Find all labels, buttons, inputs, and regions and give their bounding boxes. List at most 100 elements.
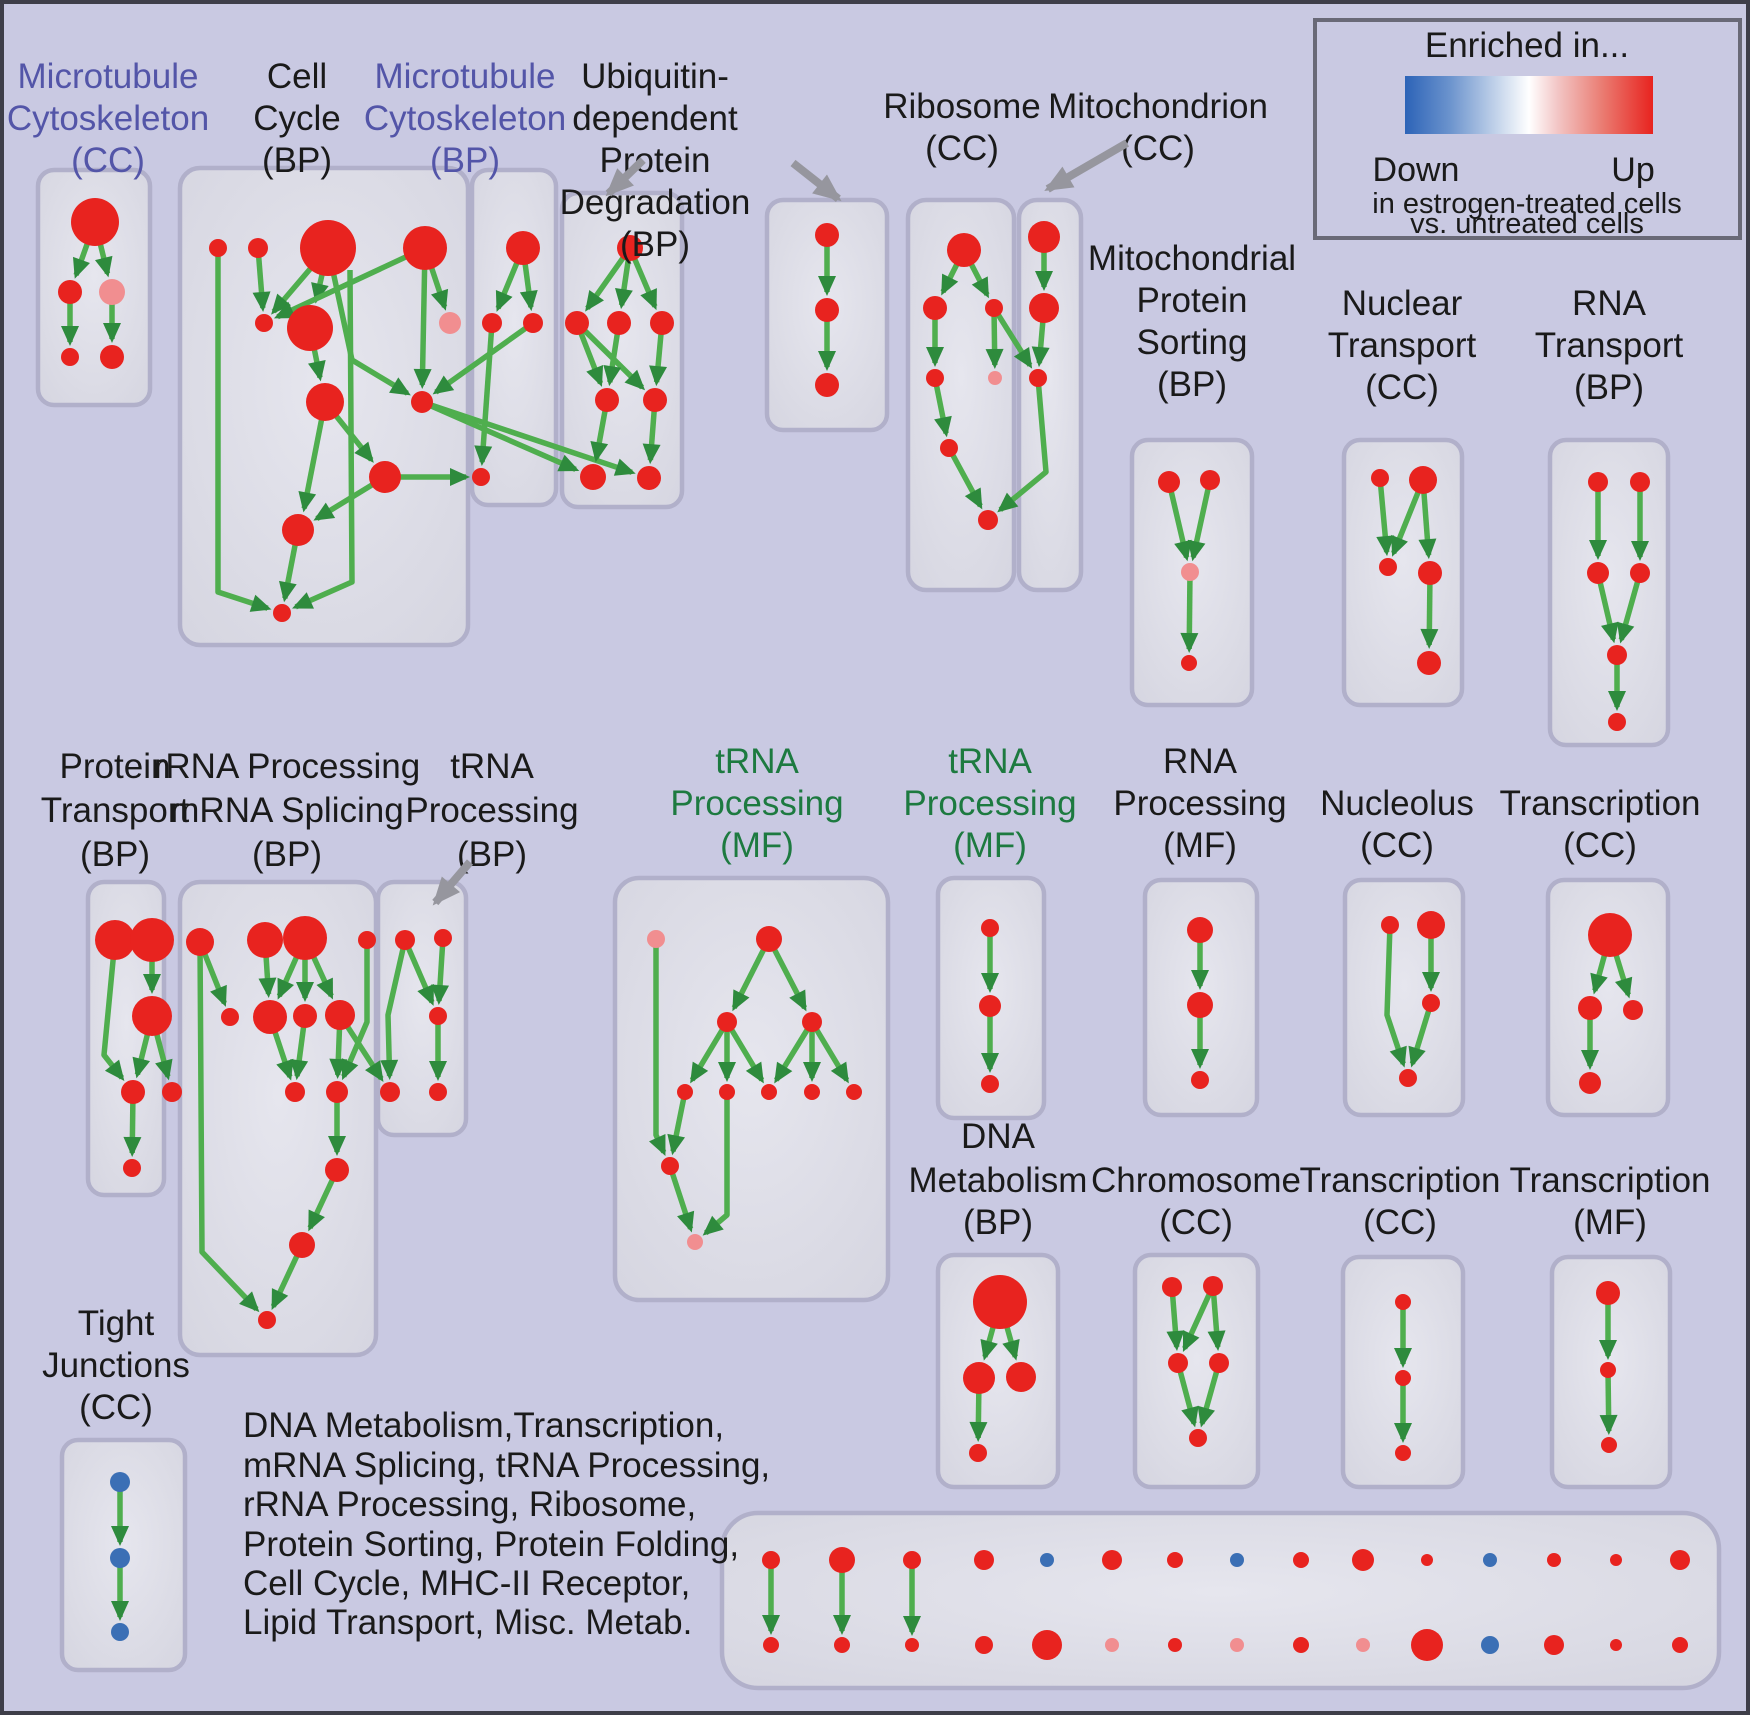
- node-chromosome-cc-2: [1168, 1353, 1188, 1373]
- cluster-label-transcription-mf-line2: (MF): [1573, 1203, 1647, 1242]
- edge-rna-transport-bp-3: [1616, 572, 1643, 644]
- node-misc-enrichment-strip-bottom-12: [1544, 1635, 1564, 1655]
- cluster-label-protein-transport-bp-line1: Protein: [60, 747, 171, 786]
- edge-trna-processing-mf-large-10: [702, 1092, 730, 1236]
- edge-cell-cycle-bp-6: [413, 247, 432, 389]
- node-trna-processing-mf-large-3: [802, 1012, 822, 1032]
- node-chromosome-cc-4: [1189, 1429, 1207, 1447]
- legend: Enriched in... Down Up in estrogen-treat…: [1313, 18, 1742, 240]
- node-ubiquitin-degradation-bp-box2-2: [815, 373, 839, 397]
- cluster-label-nucleolus-cc-line2: (CC): [1360, 826, 1434, 865]
- cluster-label-tight-junctions-cc-line2: Junctions: [42, 1346, 190, 1385]
- cluster-label-chromosome-cc-line2: (CC): [1159, 1203, 1233, 1242]
- cluster-label-microtubule-cytoskeleton-cc-line3: (CC): [71, 141, 145, 180]
- node-ribosome-cc-1: [923, 296, 947, 320]
- edge-rrna-processing-mrna-splicing-bp-6: [341, 940, 370, 1081]
- node-rrna-processing-mrna-splicing-bp-12: [258, 1311, 276, 1329]
- edge-chromosome-cc-0: [1166, 1286, 1185, 1351]
- edge-rrna-processing-mrna-splicing-bp-1: [197, 941, 260, 1313]
- node-nucleolus-cc-2: [1422, 994, 1440, 1012]
- edge-rna-transport-bp-2: [1595, 572, 1619, 644]
- cluster-label-mitochondrion-cc-line2: (CC): [1121, 129, 1195, 168]
- node-ubiquitin-degradation-bp-0: [617, 235, 643, 261]
- edge-transcription-mf-1: [1599, 1369, 1618, 1435]
- cluster-label-dna-metabolism-bp-line1: DNA: [961, 1117, 1036, 1156]
- cluster-box-chromosome-cc: [1132, 1252, 1261, 1490]
- node-misc-enrichment-strip-top-6: [1167, 1552, 1183, 1568]
- node-ubiquitin-degradation-bp-7: [637, 466, 661, 490]
- node-rrna-processing-mrna-splicing-bp-5: [253, 1000, 287, 1034]
- node-dna-metabolism-bp-0: [973, 1275, 1027, 1329]
- node-rna-transport-bp-2: [1587, 562, 1609, 584]
- node-cell-cycle-bp-1: [248, 238, 268, 258]
- labels-layer: MicrotubuleCytoskeleton(CC)CellCycle(BP)…: [7, 57, 1711, 1642]
- ubiquitin-left-pointer-icon: [605, 157, 646, 197]
- node-rna-transport-bp-3: [1630, 563, 1650, 583]
- edge-trna-processing-mf-large-9: [667, 1091, 688, 1156]
- node-misc-enrichment-strip-bottom-0: [763, 1637, 779, 1653]
- node-nuclear-transport-cc-2: [1379, 558, 1397, 576]
- cluster-label-transcription-cc-mid-line2: (CC): [1563, 826, 1637, 865]
- edge-protein-transport-bp-0: [101, 939, 125, 1081]
- node-cell-cycle-bp-2: [300, 220, 356, 276]
- cluster-label-mitochondrial-protein-sorting-bp-line1: Mitochondrial: [1088, 239, 1296, 278]
- cluster-label-nuclear-transport-cc-line2: Transport: [1328, 326, 1477, 365]
- cluster-label-mitochondrial-protein-sorting-bp-line2: Protein: [1137, 281, 1248, 320]
- edge-trna-processing-mf-large-7: [809, 1020, 850, 1084]
- node-rrna-processing-mrna-splicing-bp-0: [186, 928, 214, 956]
- node-trna-processing-mf-large-10: [687, 1234, 703, 1250]
- node-rrna-processing-mrna-splicing-bp-11: [289, 1232, 315, 1258]
- node-trna-processing-mf-large-2: [717, 1012, 737, 1032]
- node-nuclear-transport-cc-0: [1371, 469, 1389, 487]
- node-misc-enrichment-strip-bottom-13: [1610, 1639, 1622, 1651]
- node-rrna-processing-mrna-splicing-bp-4: [221, 1008, 239, 1026]
- cluster-label-transcription-mf-line1: Transcription: [1510, 1161, 1711, 1200]
- node-nucleolus-cc-1: [1417, 911, 1445, 939]
- node-misc-enrichment-strip-top-13: [1610, 1554, 1622, 1566]
- node-misc-enrichment-strip-bottom-8: [1293, 1637, 1309, 1653]
- cluster-label-rna-processing-mf-line2: Processing: [1113, 784, 1286, 823]
- node-misc-enrichment-strip-bottom-11: [1481, 1636, 1499, 1654]
- legend-down-label: Down: [1373, 151, 1460, 189]
- node-transcription-mf-0: [1596, 1281, 1620, 1305]
- node-trna-processing-mf-small-2: [981, 1075, 999, 1093]
- node-protein-transport-bp-4: [162, 1082, 182, 1102]
- legend-title: Enriched in...: [1425, 26, 1629, 65]
- node-microtubule-cytoskeleton-cc-2: [99, 279, 125, 305]
- cluster-label-mitochondrial-protein-sorting-bp-line3: Sorting: [1137, 323, 1248, 362]
- edge-cell-cycle-bp-0: [252, 247, 271, 312]
- cluster-label-transcription-cc-bottom-line1: Transcription: [1300, 1161, 1501, 1200]
- mitochondrion-pointer-icon: [1044, 139, 1130, 193]
- node-rrna-processing-mrna-splicing-bp-2: [283, 916, 327, 960]
- node-transcription-cc-bottom-1: [1395, 1370, 1411, 1386]
- node-trna-processing-mf-large-9: [661, 1157, 679, 1175]
- node-misc-enrichment-strip-bottom-7: [1230, 1638, 1244, 1652]
- cluster-label-protein-transport-bp-line3: (BP): [80, 835, 150, 874]
- node-microtubule-cytoskeleton-cc-4: [100, 345, 124, 369]
- node-cell-cycle-bp-4: [255, 314, 273, 332]
- node-misc-enrichment-strip-top-0: [762, 1551, 780, 1569]
- node-misc-enrichment-strip-bottom-1: [834, 1637, 850, 1653]
- edge-trna-processing-bp-0: [380, 939, 408, 1080]
- node-nuclear-transport-cc-1: [1409, 466, 1437, 494]
- cluster-box-microtubule-cytoskeleton-cc: [35, 167, 153, 408]
- misc-caption-line4: Protein Sorting, Protein Folding,: [243, 1525, 739, 1564]
- node-trna-processing-mf-small-0: [981, 919, 999, 937]
- node-trna-processing-mf-large-4: [677, 1084, 693, 1100]
- node-ubiquitin-degradation-bp-5: [643, 388, 667, 412]
- legend-gradient-bar: [1405, 76, 1653, 134]
- node-nuclear-transport-cc-3: [1418, 561, 1442, 585]
- node-microtubule-cytoskeleton-bp-2: [523, 313, 543, 333]
- node-misc-enrichment-strip-top-3: [974, 1550, 994, 1570]
- node-rrna-processing-mrna-splicing-bp-3: [358, 931, 376, 949]
- cluster-label-nucleolus-cc-line1: Nucleolus: [1320, 784, 1474, 823]
- cluster-label-trna-processing-mf-large-line3: (MF): [720, 826, 794, 865]
- cluster-label-ubiquitin-degradation-bp-line5: (BP): [620, 225, 690, 264]
- edge-cell-cycle-bp-13: [292, 269, 355, 610]
- cluster-label-ubiquitin-degradation-bp-line4: Degradation: [560, 183, 751, 222]
- node-tight-junctions-cc-2: [111, 1623, 129, 1641]
- cluster-label-tight-junctions-cc-line3: (CC): [79, 1388, 153, 1427]
